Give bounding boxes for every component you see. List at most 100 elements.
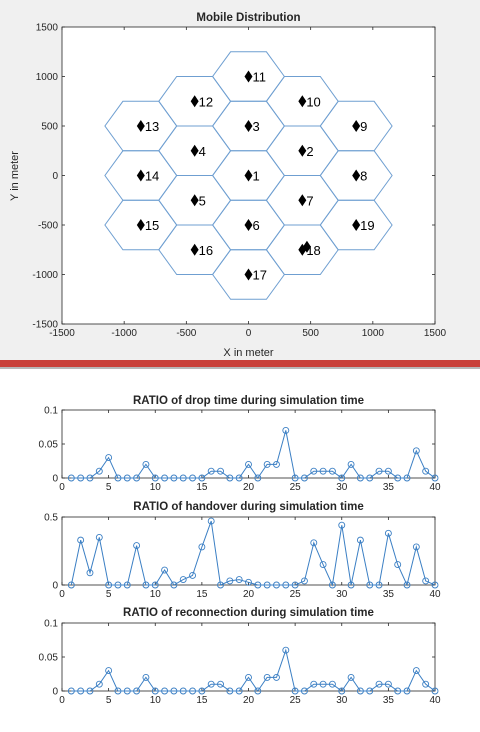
data-point <box>431 687 439 695</box>
data-point <box>77 474 85 482</box>
data-point <box>282 426 290 434</box>
mobile-marker <box>136 120 145 132</box>
x-tick-label: 25 <box>290 695 302 706</box>
data-point <box>142 673 150 681</box>
x-tick-label: 40 <box>429 589 441 600</box>
data-point <box>105 667 113 675</box>
cell-label: 7 <box>306 193 313 208</box>
y-tick-label: 0.5 <box>44 513 58 524</box>
cell-label: 11 <box>253 70 267 85</box>
data-point <box>198 543 206 551</box>
data-point <box>263 460 271 468</box>
data-point <box>95 533 103 541</box>
x-tick-label: 15 <box>196 695 208 706</box>
cell-label: 8 <box>360 169 367 184</box>
cell-label: 1 <box>253 169 260 184</box>
y-tick-label: -1000 <box>32 270 58 281</box>
data-point <box>226 577 234 585</box>
mobile-marker <box>244 120 253 132</box>
data-point <box>273 581 280 589</box>
mobile-marker <box>136 219 145 231</box>
handover-subplot: RATIO of handover during simulation time… <box>44 501 441 600</box>
data-point <box>207 467 215 475</box>
data-point <box>67 581 75 589</box>
series-line <box>71 648 436 692</box>
x-tick-label: 15 <box>196 482 208 493</box>
data-point <box>67 687 75 695</box>
data-point <box>273 673 280 681</box>
mobile-marker <box>244 219 253 231</box>
mobile-marker <box>190 144 199 157</box>
data-point <box>310 680 318 688</box>
drop-time-subplot: RATIO of drop time during simulation tim… <box>39 395 441 493</box>
data-point <box>319 680 327 688</box>
x-tick-label: 0 <box>59 482 65 493</box>
data-point <box>375 581 383 589</box>
data-point <box>207 517 215 525</box>
y-tick-label: 0 <box>52 474 58 485</box>
data-point <box>431 581 439 589</box>
data-point <box>170 474 178 482</box>
subplot-title: RATIO of reconnection during simulation … <box>123 607 374 619</box>
data-point <box>207 680 215 688</box>
mobile-markers <box>136 70 361 281</box>
data-point <box>282 646 290 654</box>
data-point <box>310 467 318 475</box>
data-point <box>235 474 243 482</box>
data-point <box>179 576 187 584</box>
data-point <box>384 529 392 537</box>
data-point <box>338 687 346 695</box>
y-tick-label: 1000 <box>36 72 59 83</box>
data-point <box>245 460 252 468</box>
x-tick-label: 20 <box>243 695 255 706</box>
data-point <box>263 673 271 681</box>
data-point <box>273 460 280 468</box>
data-point <box>403 474 411 482</box>
data-point <box>291 474 299 482</box>
data-point <box>151 687 159 695</box>
window-divider-shadow <box>0 367 480 369</box>
data-point <box>151 474 159 482</box>
mobile-marker <box>190 243 199 256</box>
data-point <box>189 572 197 579</box>
data-point <box>301 687 308 695</box>
data-point <box>217 581 224 589</box>
data-point <box>422 577 430 585</box>
window-divider[interactable] <box>0 360 480 367</box>
x-tick-label: 5 <box>106 482 112 493</box>
data-point <box>338 521 346 529</box>
subplot-area <box>61 622 436 692</box>
data-point <box>95 680 103 688</box>
data-point <box>328 680 336 688</box>
data-point <box>375 467 383 475</box>
mobile-marker <box>244 268 253 281</box>
x-tick-label: 25 <box>290 482 302 493</box>
data-point <box>217 680 224 688</box>
y-tick-label: -1500 <box>32 320 58 331</box>
hexagon-cell <box>319 199 393 251</box>
x-tick-label: -1500 <box>49 328 75 339</box>
y-tick-label: 0.05 <box>39 440 59 451</box>
data-point <box>67 474 75 482</box>
cell-label: 5 <box>199 193 206 208</box>
mobile-marker <box>352 219 361 231</box>
x-tick-label: 40 <box>429 695 441 706</box>
data-point <box>366 687 374 695</box>
data-point <box>254 474 262 482</box>
cell-label: 2 <box>306 144 313 159</box>
x-tick-label: 1000 <box>362 328 385 339</box>
data-point <box>403 581 411 589</box>
data-point <box>235 687 243 695</box>
data-point <box>161 687 169 695</box>
cell-label: 12 <box>199 94 213 109</box>
axis-ticks: -1500 -1000 -500 0 500 1000 1500-1500-1000-500… <box>32 23 446 340</box>
data-point <box>235 576 243 584</box>
data-point <box>347 460 355 468</box>
cell-label: 18 <box>306 243 320 258</box>
data-point <box>356 474 364 482</box>
data-point <box>123 474 131 482</box>
x-tick-label: 30 <box>336 695 348 706</box>
data-point <box>86 474 94 482</box>
mobile-marker <box>244 169 253 182</box>
